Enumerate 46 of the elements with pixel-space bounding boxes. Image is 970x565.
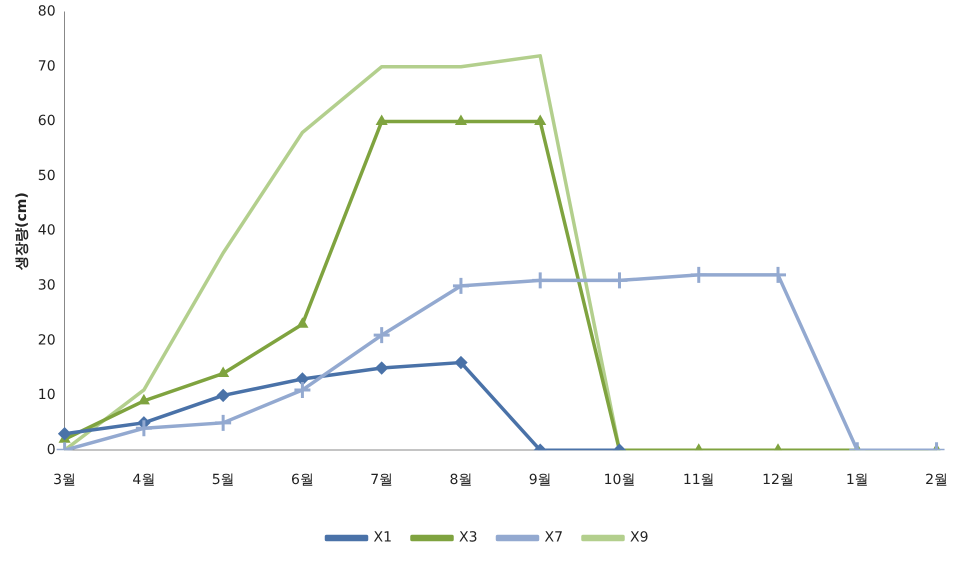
point <box>216 388 230 402</box>
point <box>530 270 550 290</box>
y-axis-title: 생장량(cm) <box>14 192 30 271</box>
y-tick-label: 70 <box>38 58 56 74</box>
point <box>134 418 154 438</box>
point <box>689 265 708 284</box>
point <box>534 115 546 126</box>
x-tick-label: 5월 <box>212 472 235 488</box>
x-tick-label: 8월 <box>449 472 472 488</box>
point <box>610 270 629 290</box>
point <box>296 318 308 328</box>
y-tick-label: 10 <box>38 387 56 404</box>
point <box>372 326 392 345</box>
legend-label: X9 <box>630 530 648 546</box>
point <box>138 394 150 404</box>
legend-label: X7 <box>544 530 563 546</box>
point <box>58 427 72 440</box>
point <box>454 356 468 370</box>
point <box>296 372 309 386</box>
x-tick-label: 4월 <box>132 472 156 488</box>
x-tick-label: 11월 <box>682 472 715 488</box>
point <box>375 362 388 375</box>
x-tick-label: 2월 <box>925 472 948 488</box>
point <box>217 367 229 378</box>
point <box>768 265 788 284</box>
x-tick-label: 1월 <box>846 472 869 488</box>
x-tick-label: 7월 <box>370 472 394 488</box>
y-tick-label: 20 <box>38 332 56 348</box>
point <box>292 380 312 400</box>
y-tick-label: 80 <box>38 4 56 20</box>
y-tick-label: 0 <box>46 442 56 458</box>
y-tick-label: 30 <box>38 278 56 294</box>
x-tick-label: 3월 <box>53 472 76 488</box>
legend-label: X3 <box>459 530 478 546</box>
point <box>376 115 388 126</box>
point <box>455 115 467 126</box>
y-tick-label: 50 <box>38 168 56 184</box>
legend-label: X1 <box>374 530 392 546</box>
point <box>451 276 470 296</box>
x-tick-label: 9월 <box>528 472 552 488</box>
y-tick-label: 40 <box>38 222 56 239</box>
x-tick-label: 6월 <box>290 472 314 488</box>
x-tick-label: 10월 <box>604 472 636 488</box>
x-tick-label: 12월 <box>762 472 794 488</box>
point <box>214 413 233 432</box>
y-tick-label: 60 <box>38 113 56 130</box>
